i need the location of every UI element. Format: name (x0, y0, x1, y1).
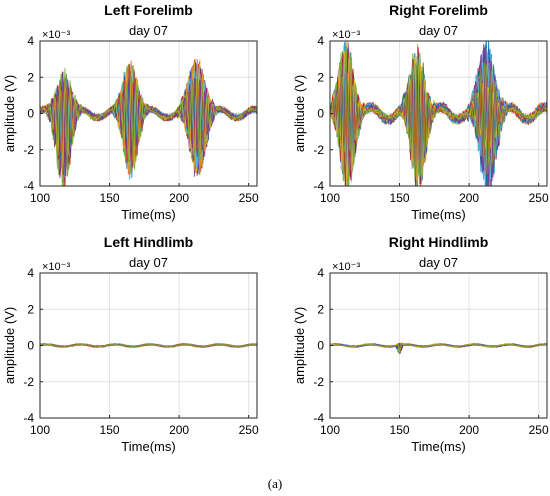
y-tick-label: -2 (23, 143, 34, 157)
subplot-2: 100 150 200 250 4 2 0 -2 -4 ×10⁻³ Right Forelimb da… (292, 2, 549, 222)
x-tick-label: 100 (320, 423, 340, 437)
y-tick-label: -4 (23, 179, 34, 193)
x-tick-label: 250 (239, 191, 259, 205)
y-tick-label: 2 (27, 70, 34, 84)
series-trace (40, 343, 257, 348)
subplot-title: Right Hindlimb (389, 234, 489, 250)
y-tick-label: 0 (317, 107, 324, 121)
series-trace (40, 67, 257, 186)
x-tick-label: 100 (30, 423, 50, 437)
subplot-subtitle: day 07 (419, 255, 458, 270)
subplot-title: Left Forelimb (104, 2, 193, 18)
y-tick-label: 0 (317, 339, 324, 353)
y-tick-label: 0 (27, 107, 34, 121)
y-exponent-label: ×10⁻³ (42, 261, 70, 273)
y-tick-label: 4 (317, 34, 324, 48)
x-tick-label: 200 (169, 423, 189, 437)
y-tick-label: 2 (27, 302, 34, 316)
y-axis-label: amplitude (V) (292, 75, 307, 152)
y-axis-label: amplitude (V) (2, 75, 17, 152)
x-tick-label: 100 (30, 191, 50, 205)
y-tick-label: 4 (27, 266, 34, 280)
y-tick-label: 4 (317, 266, 324, 280)
y-exponent-label: ×10⁻³ (332, 261, 360, 273)
x-tick-label: 200 (459, 423, 479, 437)
x-axis-label: Time(ms) (121, 207, 175, 222)
y-tick-label: -4 (23, 411, 34, 425)
y-exponent-label: ×10⁻³ (42, 29, 70, 41)
y-tick-label: -2 (313, 143, 324, 157)
x-tick-label: 150 (390, 423, 410, 437)
subplot-3: 100 150 200 250 4 2 0 -2 -4 ×10⁻³ Left Hindlimb day… (2, 234, 259, 454)
x-axis-label: Time(ms) (411, 207, 465, 222)
series-trace (330, 53, 547, 179)
subplot-subtitle: day 07 (419, 23, 458, 38)
y-tick-label: -2 (313, 375, 324, 389)
y-axis-label: amplitude (V) (292, 307, 307, 384)
y-tick-label: 0 (27, 339, 34, 353)
subplot-subtitle: day 07 (129, 255, 168, 270)
subplot-4: 100 150 200 250 4 2 0 -2 -4 ×10⁻³ Right Hindlimb da… (292, 234, 549, 454)
x-tick-label: 150 (100, 423, 120, 437)
y-tick-label: 2 (317, 70, 324, 84)
y-axis-label: amplitude (V) (2, 307, 17, 384)
x-tick-label: 150 (390, 191, 410, 205)
y-tick-label: 4 (27, 34, 34, 48)
x-tick-label: 150 (100, 191, 120, 205)
x-tick-label: 200 (169, 191, 189, 205)
y-tick-label: -2 (23, 375, 34, 389)
x-axis-label: Time(ms) (121, 439, 175, 454)
x-tick-label: 200 (459, 191, 479, 205)
x-tick-label: 250 (239, 423, 259, 437)
figure-caption: (a) (268, 476, 282, 491)
y-exponent-label: ×10⁻³ (332, 29, 360, 41)
x-tick-label: 250 (529, 423, 549, 437)
y-tick-label: -4 (313, 179, 324, 193)
subplot-1: 100 150 200 250 4 2 0 -2 -4 ×10⁻³ Left Forelimb day… (2, 2, 259, 222)
x-tick-label: 100 (320, 191, 340, 205)
subplot-title: Right Forelimb (389, 2, 488, 18)
x-tick-label: 250 (529, 191, 549, 205)
y-tick-label: -4 (313, 411, 324, 425)
y-tick-label: 2 (317, 302, 324, 316)
x-axis-label: Time(ms) (411, 439, 465, 454)
subplot-title: Left Hindlimb (104, 234, 193, 250)
series-trace (330, 343, 547, 353)
subplot-subtitle: day 07 (129, 23, 168, 38)
